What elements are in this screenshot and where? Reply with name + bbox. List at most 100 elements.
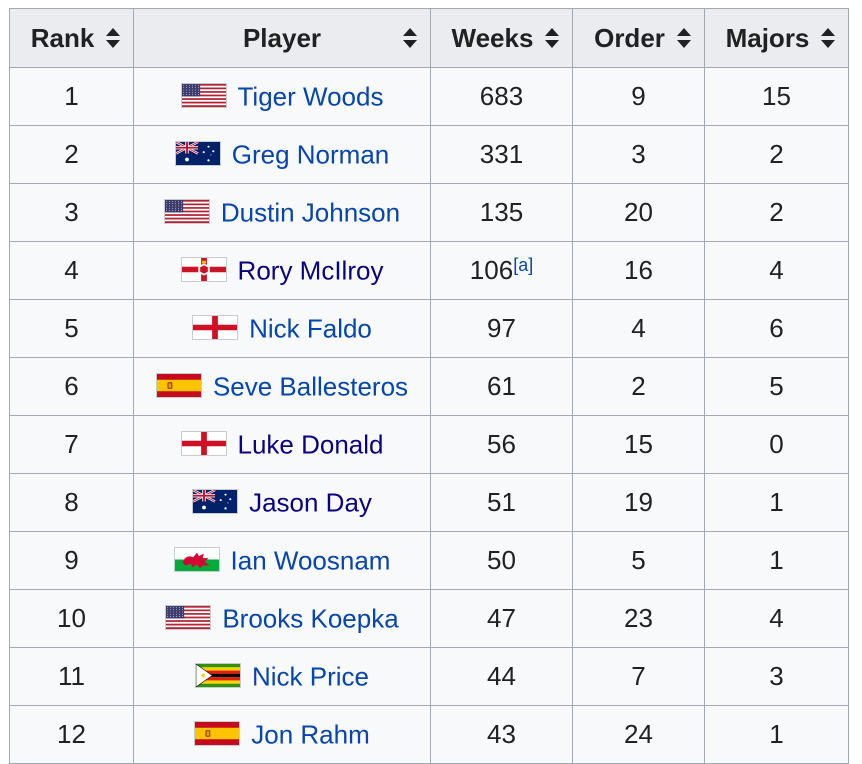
column-header-weeks[interactable]: Weeks: [430, 8, 573, 68]
table-row: 10 Brooks Koepka 47 23 4: [9, 589, 849, 648]
weeks-cell: 50: [430, 531, 573, 590]
majors-cell: 1: [704, 705, 849, 764]
table-row: 4 Rory McIlroy 106[a] 16 4: [9, 241, 849, 300]
table-row: 7 Luke Donald 56 15 0: [9, 415, 849, 474]
weeks-cell: 683: [430, 67, 573, 126]
majors-cell: 3: [704, 647, 849, 706]
column-header-player[interactable]: Player: [133, 8, 431, 68]
majors-cell: 15: [704, 67, 849, 126]
column-header-label: Rank: [30, 23, 95, 53]
sort-arrows-icon[interactable]: [820, 27, 836, 49]
weeks-value: 51: [487, 487, 516, 517]
rank-cell: 12: [9, 705, 134, 764]
weeks-cell: 43: [430, 705, 573, 764]
order-cell: 16: [572, 241, 705, 300]
rank-cell: 7: [9, 415, 134, 474]
player-cell: Rory McIlroy: [133, 241, 431, 300]
majors-cell: 4: [704, 241, 849, 300]
weeks-cell: 44: [430, 647, 573, 706]
order-cell: 23: [572, 589, 705, 648]
column-header-label: Order: [594, 23, 665, 53]
table-row: 12 Jon Rahm 43 24 1: [9, 705, 849, 764]
player-link[interactable]: Jason Day: [249, 487, 372, 518]
majors-cell: 4: [704, 589, 849, 648]
majors-cell: 0: [704, 415, 849, 474]
rank-cell: 4: [9, 241, 134, 300]
table-row: 5 Nick Faldo 97 4 6: [9, 299, 849, 358]
england-flag-icon: [192, 314, 239, 340]
sort-arrows-icon[interactable]: [676, 27, 692, 49]
weeks-value: 47: [487, 603, 516, 633]
rank-cell: 5: [9, 299, 134, 358]
column-header-label: Player: [242, 23, 322, 53]
sort-arrows-icon[interactable]: [105, 27, 121, 49]
australia-flag-icon: [192, 488, 239, 514]
order-cell: 9: [572, 67, 705, 126]
player-link[interactable]: Ian Woosnam: [230, 545, 391, 576]
order-cell: 24: [572, 705, 705, 764]
player-link[interactable]: Tiger Woods: [237, 81, 384, 112]
footnote-link[interactable]: [a]: [513, 255, 534, 276]
northern-ireland-flag-icon: [180, 256, 227, 282]
player-cell: Dustin Johnson: [133, 183, 431, 242]
australia-flag-icon: [174, 140, 221, 166]
player-link[interactable]: Greg Norman: [231, 139, 390, 170]
player-cell: Seve Ballesteros: [133, 357, 431, 416]
column-header-majors[interactable]: Majors: [704, 8, 849, 68]
player-link[interactable]: Nick Price: [251, 661, 369, 692]
rank-cell: 3: [9, 183, 134, 242]
sort-arrows-icon[interactable]: [544, 27, 560, 49]
player-link[interactable]: Rory McIlroy: [237, 255, 384, 286]
table-row: 3 Dustin Johnson 135 20 2: [9, 183, 849, 242]
table-header-row: Rank Player Weeks Order Majors: [9, 8, 849, 68]
weeks-cell: 56: [430, 415, 573, 474]
weeks-value: 97: [487, 313, 516, 343]
weeks-value: 683: [479, 81, 524, 111]
column-header-order[interactable]: Order: [572, 8, 705, 68]
player-cell: Nick Faldo: [133, 299, 431, 358]
majors-cell: 2: [704, 125, 849, 184]
england-flag-icon: [180, 430, 227, 456]
weeks-cell: 106[a]: [430, 241, 573, 300]
order-cell: 7: [572, 647, 705, 706]
rank-cell: 9: [9, 531, 134, 590]
rank-cell: 6: [9, 357, 134, 416]
player-link[interactable]: Luke Donald: [237, 429, 384, 460]
weeks-value: 106: [469, 255, 514, 285]
order-cell: 3: [572, 125, 705, 184]
player-link[interactable]: Seve Ballesteros: [212, 371, 409, 402]
table-row: 2 Greg Norman 331 3 2: [9, 125, 849, 184]
table-row: 9 Ian Woosnam 50 5 1: [9, 531, 849, 590]
player-cell: Greg Norman: [133, 125, 431, 184]
player-cell: Tiger Woods: [133, 67, 431, 126]
player-link[interactable]: Dustin Johnson: [220, 197, 401, 228]
majors-cell: 6: [704, 299, 849, 358]
weeks-cell: 61: [430, 357, 573, 416]
player-cell: Brooks Koepka: [133, 589, 431, 648]
table-row: 6 Seve Ballesteros 61 2 5: [9, 357, 849, 416]
zimbabwe-flag-icon: [194, 662, 241, 688]
weeks-value: 135: [479, 197, 524, 227]
player-link[interactable]: Jon Rahm: [251, 719, 370, 750]
sort-arrows-icon[interactable]: [402, 27, 418, 49]
player-link[interactable]: Brooks Koepka: [222, 603, 399, 634]
player-cell: Ian Woosnam: [133, 531, 431, 590]
order-cell: 19: [572, 473, 705, 532]
weeks-cell: 331: [430, 125, 573, 184]
majors-cell: 5: [704, 357, 849, 416]
order-cell: 15: [572, 415, 705, 474]
column-header-rank[interactable]: Rank: [9, 8, 134, 68]
table-row: 11 Nick Price 44 7 3: [9, 647, 849, 706]
player-link[interactable]: Nick Faldo: [249, 313, 372, 344]
column-header-label: Weeks: [451, 23, 534, 53]
order-cell: 2: [572, 357, 705, 416]
majors-cell: 1: [704, 473, 849, 532]
rank-cell: 11: [9, 647, 134, 706]
table-body: 1 Tiger Woods 683 9 15 2 Greg Norman 331 3 2 3 Dust…: [9, 67, 849, 764]
majors-cell: 1: [704, 531, 849, 590]
weeks-value: 50: [487, 545, 516, 575]
majors-cell: 2: [704, 183, 849, 242]
rank-cell: 10: [9, 589, 134, 648]
order-cell: 5: [572, 531, 705, 590]
player-cell: Jason Day: [133, 473, 431, 532]
